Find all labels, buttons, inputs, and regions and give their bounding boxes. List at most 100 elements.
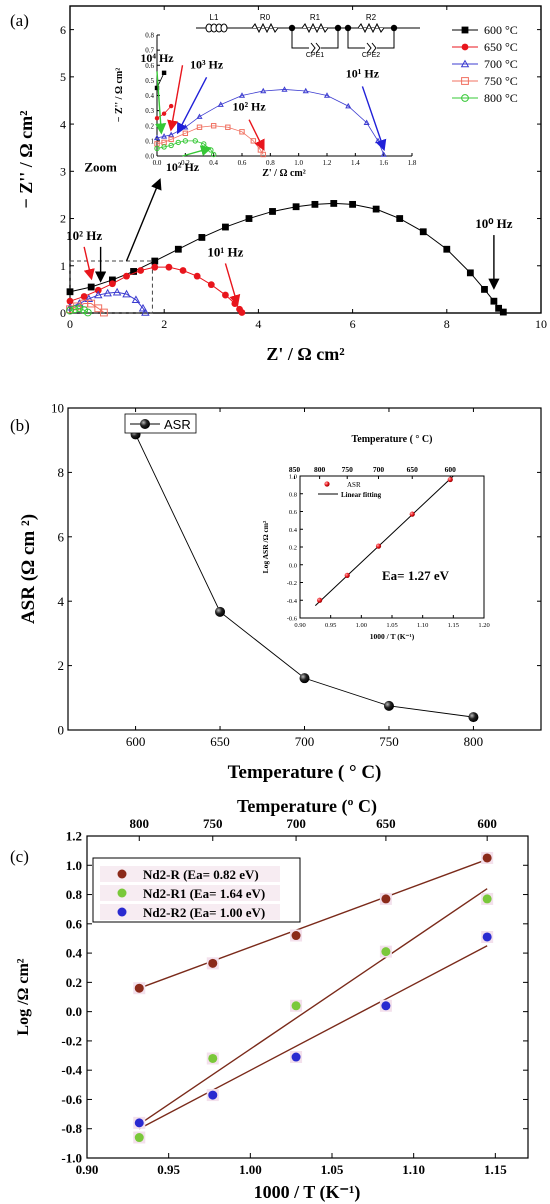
inset-annotation-arrow	[248, 119, 265, 151]
top-axis-tick-label: 750	[203, 816, 223, 831]
y-axis-tick-label: 10	[51, 401, 64, 416]
data-point	[495, 304, 503, 312]
series-1	[133, 888, 494, 1144]
data-point	[87, 283, 95, 291]
inset-data-point	[161, 133, 168, 139]
x-axis-tick-label: 10	[535, 317, 547, 331]
series-4	[66, 304, 92, 317]
data-point	[174, 245, 182, 253]
data-point	[215, 606, 226, 617]
x-axis-tick-label: 4	[255, 317, 261, 331]
inset-y-title: − Z'' / Ω cm²	[114, 68, 125, 122]
panel-a: (a) 0 2 4 6 8 10 0 1 2 3 4 5 6 Z' / Ω cm² − Z'' / Ω cm²…	[10, 5, 547, 364]
circuit-label: CPE2	[362, 52, 380, 59]
y-axis-tick-label: 0.6	[66, 916, 83, 931]
inset-x-tick-label: 0.90	[294, 622, 305, 629]
y-axis-tick-label: 1.0	[66, 858, 82, 873]
data-point	[112, 287, 122, 296]
data-point	[84, 294, 94, 303]
inset-data-point	[161, 111, 167, 116]
data-point	[482, 853, 492, 863]
x-axis-tick-label: 1.10	[402, 1162, 425, 1177]
series-asr	[130, 429, 479, 723]
x-axis-tick-label: 1.15	[484, 1162, 507, 1177]
legend-label: 700 °C	[484, 57, 518, 71]
data-point	[482, 932, 492, 942]
data-point	[222, 223, 229, 231]
y-axis-tick-label: 0.0	[66, 1004, 82, 1019]
data-point	[70, 305, 79, 314]
fit-line	[138, 945, 488, 1130]
inset-legend-label: Linear fitting	[341, 491, 382, 499]
y-axis-tick-label: -1.0	[61, 1151, 82, 1166]
data-point	[165, 263, 173, 271]
inset-data-point	[281, 86, 288, 92]
inset-annotation-arrow	[167, 65, 184, 132]
inset-top-tick-label: 600	[445, 465, 457, 474]
annotation-arrow	[83, 246, 95, 281]
legend: Nd2-R (Ea= 0.82 eV) Nd2-R1 (Ea= 1.64 eV) N…	[92, 857, 301, 923]
equivalent-circuit: L1 R0 R1 R2 CPE1 CPE2	[196, 13, 420, 59]
legend-label: Nd2-R (Ea= 0.82 eV)	[143, 867, 259, 882]
data-point	[330, 200, 338, 207]
top-axis-tick-label: 700	[286, 816, 306, 831]
y-axis-tick-label: -0.6	[61, 1092, 82, 1107]
data-point	[123, 272, 130, 280]
x-axis-title: 1000 / T (K⁻¹)	[254, 1182, 361, 1203]
panel-label: (b)	[10, 416, 30, 435]
inset-y-tick-label: 1.0	[289, 474, 297, 481]
y-axis-tick-label: 8	[58, 465, 65, 480]
data-point	[198, 234, 206, 241]
inset-data-point	[175, 139, 181, 146]
inset-x-tick-label: 0.4	[209, 159, 218, 167]
inset-data-point	[196, 124, 203, 130]
circuit-label: R0	[260, 13, 271, 22]
data-point	[349, 200, 356, 208]
circuit-label: R1	[310, 13, 321, 22]
data-point	[130, 268, 137, 275]
inset-data-point	[238, 92, 246, 98]
data-point	[138, 303, 148, 312]
inset-x-tick-label: 1.0	[294, 159, 303, 167]
y-axis-title: − Z'' / Ω cm²	[16, 110, 36, 208]
x-axis-tick-label: 8	[444, 317, 450, 331]
inset-series-3	[154, 103, 174, 121]
x-axis-tick-label: 2	[161, 317, 167, 331]
inset-data-point	[153, 134, 161, 141]
y-axis-tick-label: 4	[58, 594, 65, 609]
data-point	[108, 276, 116, 284]
legend-label: 800 °C	[484, 91, 518, 105]
data-point	[208, 1090, 218, 1100]
data-point	[419, 228, 427, 236]
data-point	[151, 263, 159, 271]
inset-y-tick-label: 0.5	[145, 77, 154, 85]
data-point	[466, 269, 474, 277]
data-point	[80, 293, 88, 300]
inset-data-point	[161, 70, 167, 76]
inset-x-tick-label: 0.6	[238, 159, 247, 167]
inset-y-tick-label: 0.8	[145, 32, 154, 40]
top-axis-title: Temperature (º C)	[237, 796, 377, 817]
data-point	[66, 297, 74, 305]
legend-highlight	[100, 866, 280, 882]
inset-top-title: Temperature ( ° C)	[352, 434, 433, 445]
data-point	[137, 267, 145, 274]
data-point	[83, 308, 92, 317]
data-point	[291, 1001, 301, 1011]
inset-x-tick-label: 0.8	[266, 159, 275, 167]
data-point	[193, 272, 201, 280]
inset-data-point	[154, 85, 160, 91]
data-point	[66, 288, 74, 296]
y-axis-tick-label: 0	[60, 306, 66, 320]
x-axis-tick-label: 600	[126, 734, 146, 749]
inset-x-tick-label: 0.0	[153, 159, 162, 167]
inset-plot: 0.0 0.2 0.4 0.6 0.8 1.0 1.2 1.4 1.6 1.8 0.0 0.1 0.2 0…	[114, 32, 417, 180]
inset-data-point	[260, 151, 266, 158]
inset-x-title: Z' / Ω cm²	[262, 168, 306, 179]
data-point	[131, 295, 141, 303]
legend-label: ASR	[164, 417, 191, 432]
inset-y-tick-label: -0.2	[287, 580, 297, 587]
inset-x-tick-label: 1.10	[417, 622, 428, 629]
y-axis-tick-label: -0.2	[61, 1033, 82, 1048]
data-point	[94, 286, 102, 294]
